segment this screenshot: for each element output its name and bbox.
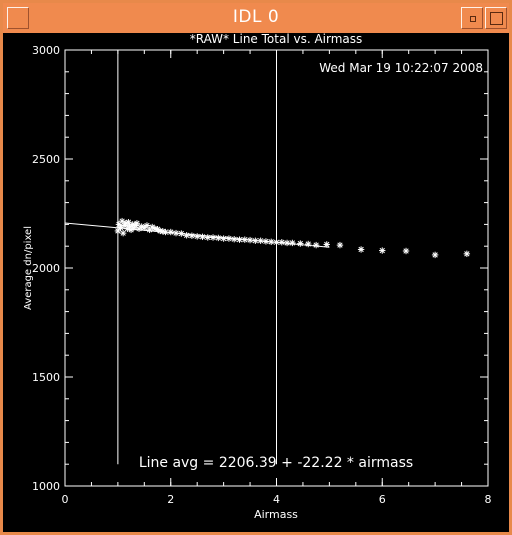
x-tick-label: 4 xyxy=(273,493,280,506)
data-point xyxy=(133,220,141,227)
y-tick-label: 3000 xyxy=(32,44,60,57)
data-point xyxy=(143,222,151,229)
data-point xyxy=(215,234,222,242)
y-tick-label: 2000 xyxy=(32,262,60,275)
data-point xyxy=(305,240,312,248)
data-point xyxy=(246,236,254,244)
data-point xyxy=(167,228,174,236)
title-bar[interactable]: IDL 0 xyxy=(3,3,509,33)
data-point xyxy=(289,239,296,247)
minimize-icon xyxy=(470,16,476,22)
data-point xyxy=(188,232,196,239)
data-point xyxy=(257,237,264,244)
data-point xyxy=(225,235,233,242)
data-point xyxy=(431,251,439,259)
data-point xyxy=(178,230,185,237)
chart-timestamp: Wed Mar 19 10:22:07 2008 xyxy=(319,61,483,75)
chart-title: *RAW* Line Total vs. Airmass xyxy=(190,32,363,46)
data-point xyxy=(379,247,386,254)
data-point xyxy=(463,250,471,258)
y-tick-label: 1000 xyxy=(32,480,60,493)
maximize-button[interactable] xyxy=(485,7,507,29)
data-point xyxy=(241,236,248,243)
data-point xyxy=(252,237,259,244)
maximize-icon xyxy=(490,12,503,25)
y-tick-label: 1500 xyxy=(32,371,60,384)
x-axis-label: Airmass xyxy=(254,508,298,521)
data-point xyxy=(146,226,153,234)
y-axis-label: Average dn/pixel xyxy=(23,226,34,310)
x-tick-label: 8 xyxy=(485,493,492,506)
data-point xyxy=(402,247,410,255)
data-point xyxy=(183,232,190,239)
data-point xyxy=(220,235,227,242)
y-tick-label: 2500 xyxy=(32,153,60,166)
x-tick-label: 2 xyxy=(167,493,174,506)
data-point xyxy=(199,233,206,241)
data-point xyxy=(336,241,344,249)
x-tick-label: 0 xyxy=(62,493,69,506)
minimize-button[interactable] xyxy=(461,7,483,29)
data-point xyxy=(323,241,330,248)
data-point xyxy=(278,239,285,246)
x-tick-label: 6 xyxy=(379,493,386,506)
data-point xyxy=(357,246,365,253)
data-point xyxy=(297,240,304,247)
window-title: IDL 0 xyxy=(232,7,280,27)
window-menu-button[interactable] xyxy=(7,7,29,29)
data-point xyxy=(119,229,127,237)
data-point xyxy=(312,241,320,249)
data-point xyxy=(172,229,180,237)
